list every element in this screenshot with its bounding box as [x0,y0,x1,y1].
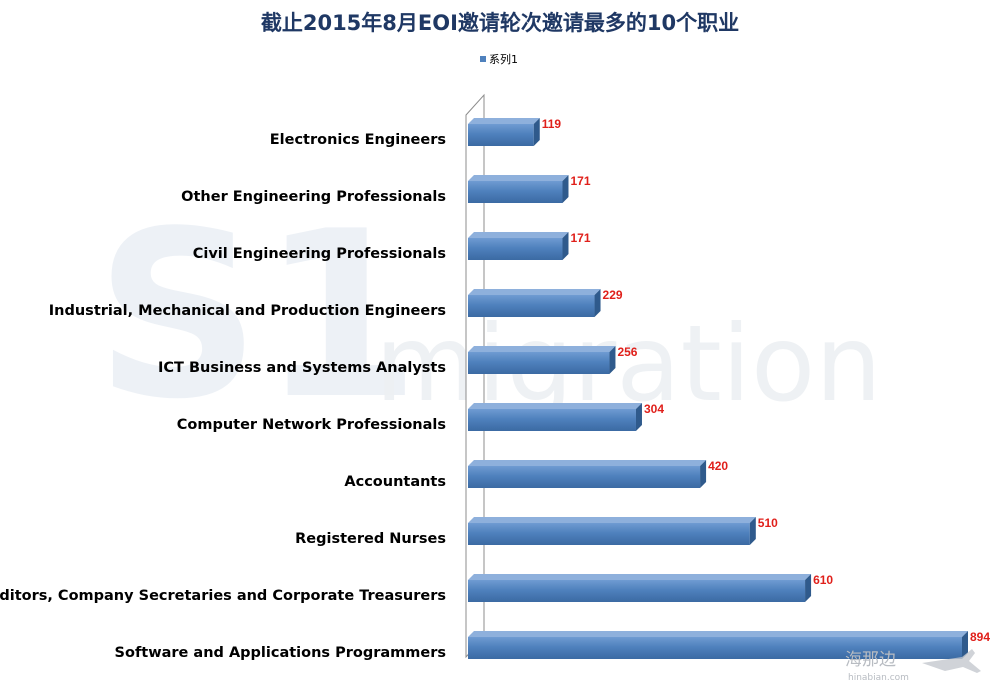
data-label: 610 [813,573,833,587]
bar-top-face [468,346,616,352]
bar-side-face [562,232,569,260]
bar-side-face [533,118,540,146]
bar-front-face [468,466,701,488]
data-label: 171 [570,174,590,188]
data-label: 510 [758,516,778,530]
category-label: Computer Network Professionals [177,417,446,433]
bar-top-face [468,460,707,466]
bar-front-face [468,637,962,659]
bar [468,574,812,602]
corner-watermark-text: 海那边 [845,650,896,670]
bar-side-face [594,289,601,317]
bar-side-face [609,346,616,374]
data-label: 119 [542,117,562,131]
bar-front-face [468,295,595,317]
bar [468,289,601,317]
category-label: Auditors, Company Secretaries and Corpor… [0,588,446,604]
bar-front-face [468,352,610,374]
corner-watermark-subtext: hinabian.com [848,673,909,683]
bar [468,346,616,374]
data-label: 229 [603,288,623,302]
bar-front-face [468,238,563,260]
category-label: Registered Nurses [295,531,446,547]
bar [468,175,569,203]
value-labels: 119 171 171 229 256 304 420 510 610 894 [542,117,991,644]
watermark-logo: S1 [95,183,421,450]
watermark: S1 migration [95,183,882,450]
bar [468,631,968,659]
bar-side-face [635,403,642,431]
bar-side-face [962,631,968,659]
bar-front-face [468,523,750,545]
plane-icon [922,649,981,673]
bar-front-face [468,181,563,203]
bar-top-face [468,574,812,580]
data-label: 256 [617,345,637,359]
data-label: 171 [570,231,590,245]
bar-front-face [468,409,636,431]
bar-front-face [468,580,806,602]
category-label: ICT Business and Systems Analysts [158,360,446,376]
bar-side-face [749,517,756,545]
bar-front-face [468,124,534,146]
legend-entry: 系列1 [489,52,518,66]
bar-top-face [468,118,540,124]
data-label: 304 [644,402,664,416]
category-label: Electronics Engineers [270,132,446,148]
bar-top-face [468,232,569,238]
category-labels: Electronics Engineers Other Engineering P… [0,132,446,661]
category-label: Other Engineering Professionals [181,189,446,205]
bar-top-face [468,289,601,295]
bar-side-face [700,460,707,488]
legend-swatch [480,56,486,62]
bar [468,460,707,488]
category-label: Software and Applications Programmers [115,645,446,661]
category-label: Accountants [344,474,446,490]
data-label: 894 [970,630,990,644]
bar-top-face [468,175,569,181]
bar-top-face [468,631,968,637]
bar-top-face [468,403,642,409]
data-label: 420 [708,459,728,473]
bar-side-face [562,175,569,203]
bar [468,232,569,260]
bar [468,403,642,431]
corner-watermark: 海那边 hinabian.com [845,649,981,683]
bars-group [468,118,968,659]
bar [468,517,756,545]
bar [468,118,540,146]
category-label: Industrial, Mechanical and Production En… [49,303,446,319]
bar-side-face [805,574,812,602]
legend: 系列1 [480,52,518,66]
bar-top-face [468,517,756,523]
category-label: Civil Engineering Professionals [193,246,446,262]
chart-title: 截止2015年8月EOI邀请轮次邀请最多的10个职业 [261,11,739,35]
